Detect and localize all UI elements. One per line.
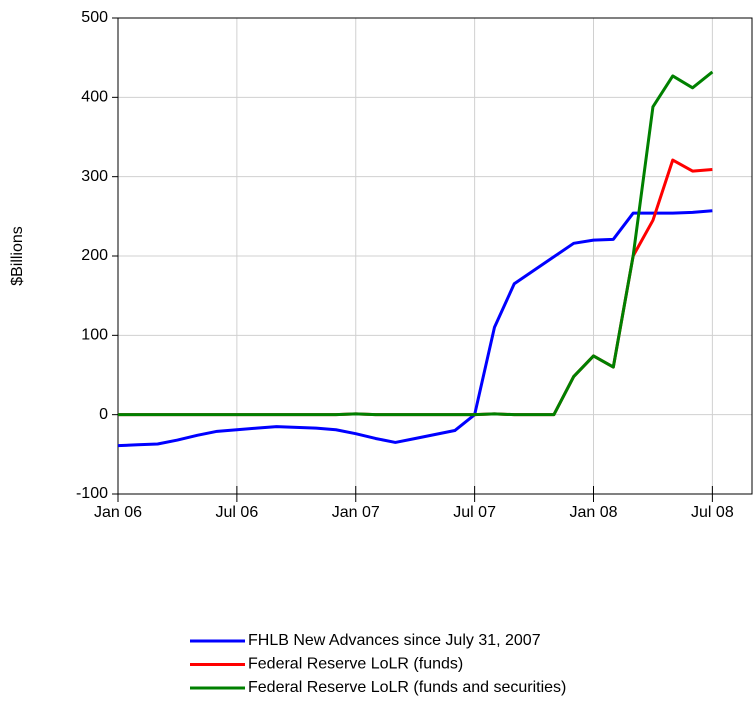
x-tick-label: Jan 06 (94, 504, 142, 521)
y-tick-label: 500 (81, 9, 108, 26)
series-line (118, 70, 714, 417)
y-tick-label: 100 (81, 327, 108, 344)
series-line (117, 209, 713, 448)
y-tick-label: 300 (81, 168, 108, 185)
legend-label: Federal Reserve LoLR (funds) (248, 656, 463, 673)
y-tick-label: 0 (99, 406, 108, 423)
y-axis-label: $Billions (9, 226, 26, 286)
legend-label: FHLB New Advances since July 31, 2007 (248, 632, 541, 649)
legend-label: Federal Reserve LoLR (funds and securiti… (248, 679, 566, 696)
x-tick-label: Jan 07 (332, 504, 380, 521)
x-tick-label: Jul 07 (453, 504, 496, 521)
x-tick-label: Jul 08 (691, 504, 734, 521)
x-tick-label: Jan 08 (569, 504, 617, 521)
y-tick-label: 200 (81, 247, 108, 264)
x-tick-label: Jul 06 (216, 504, 259, 521)
y-tick-label: 400 (81, 89, 108, 106)
y-tick-label: -100 (76, 485, 108, 502)
series-line (118, 158, 713, 417)
plot-frame (117, 17, 753, 495)
